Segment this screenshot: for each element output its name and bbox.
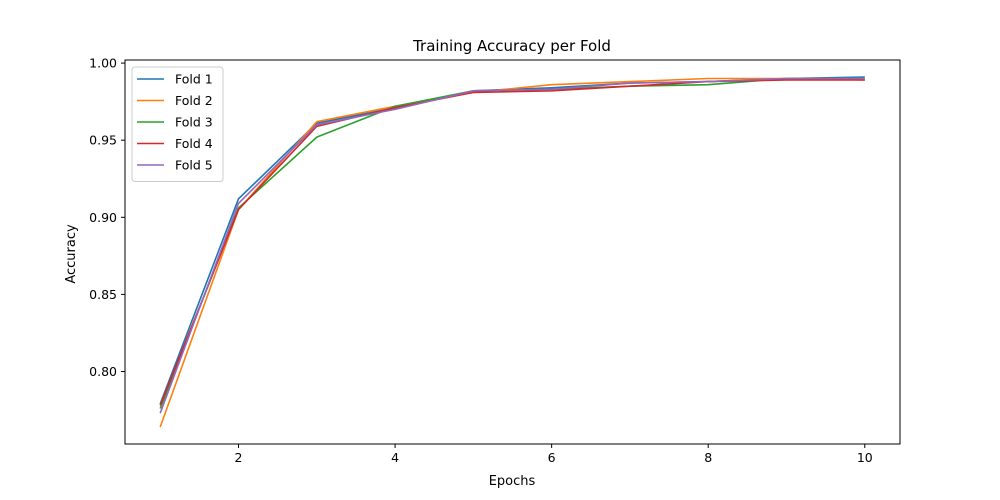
series-line-fold-5 [159,77,865,414]
y-tick-label: 0.90 [89,210,117,225]
y-tick-label: 0.80 [89,364,117,379]
y-axis-label: Accuracy [64,224,79,284]
x-tick-label: 10 [857,450,873,465]
chart-title: Training Accuracy per Fold [412,37,611,55]
axes-frame [124,59,901,445]
legend-label-fold-1: Fold 1 [175,72,213,87]
legend-box [131,66,224,182]
series-line-fold-2 [159,77,865,428]
y-tick-label: 0.95 [89,133,117,148]
x-tick-label: 2 [235,450,243,465]
x-tick-label: 8 [704,450,712,465]
x-tick-label: 4 [391,450,399,465]
y-tick-label: 1.00 [89,56,117,71]
legend-label-fold-2: Fold 2 [175,93,213,108]
legend-label-fold-3: Fold 3 [175,115,213,130]
legend-label-fold-4: Fold 4 [175,136,213,151]
x-tick-label: 6 [548,450,556,465]
y-tick-label: 0.85 [89,287,117,302]
x-axis-label: Epochs [489,474,536,489]
legend-label-fold-5: Fold 5 [175,158,213,173]
plot-area: 2 4 6 8 10 0.80 0.85 0.90 0.95 1.00 Fold 1 Fold 2 Fo… [89,56,901,465]
